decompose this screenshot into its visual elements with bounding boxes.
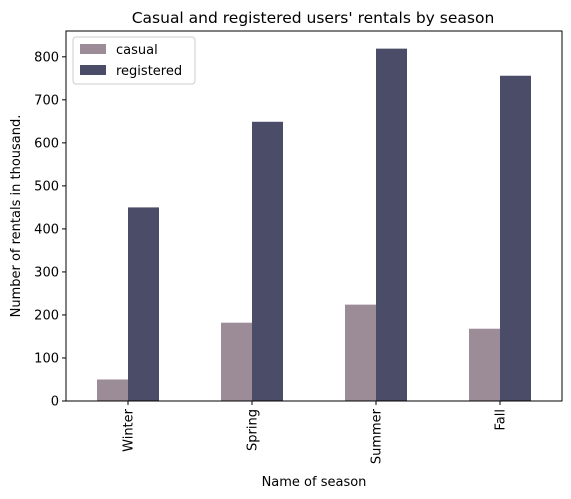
x-tick-label: Summer — [370, 408, 385, 464]
bar-casual-summer — [345, 304, 376, 401]
y-axis-label: Number of rentals in thousand. — [9, 115, 24, 318]
bar-casual-spring — [221, 322, 252, 401]
x-axis-label: Name of season — [262, 475, 367, 490]
bar-casual-fall — [469, 328, 500, 401]
x-axis: Winter Spring Summer Fall — [122, 401, 509, 464]
y-axis: 0 100 200 300 400 500 600 700 800 — [34, 50, 66, 410]
y-tick-label: 700 — [34, 93, 59, 108]
bars-group — [97, 48, 531, 402]
y-tick-label: 200 — [34, 308, 59, 323]
x-tick-label: Fall — [494, 409, 509, 430]
bar-registered-summer — [376, 48, 407, 401]
legend-swatch-casual — [80, 44, 106, 54]
plot-frame — [65, 30, 563, 402]
bar-casual-winter — [97, 379, 128, 401]
legend-label-casual: casual — [116, 43, 158, 58]
legend-label-registered: registered — [116, 64, 182, 79]
y-tick-label: 300 — [34, 265, 59, 280]
legend: casual registered — [72, 36, 196, 85]
bar-registered-fall — [500, 75, 531, 402]
chart-title: Casual and registered users' rentals by … — [132, 9, 495, 27]
bar-registered-winter — [128, 207, 159, 401]
x-tick-label: Spring — [246, 409, 261, 451]
y-tick-label: 0 — [51, 395, 59, 410]
y-tick-label: 500 — [34, 179, 59, 194]
y-tick-label: 100 — [34, 351, 59, 366]
x-tick-label: Winter — [122, 408, 137, 452]
y-tick-label: 600 — [34, 136, 59, 151]
legend-swatch-registered — [80, 65, 106, 75]
bar-registered-spring — [252, 121, 283, 401]
y-tick-label: 800 — [34, 50, 59, 65]
y-tick-label: 400 — [34, 222, 59, 237]
